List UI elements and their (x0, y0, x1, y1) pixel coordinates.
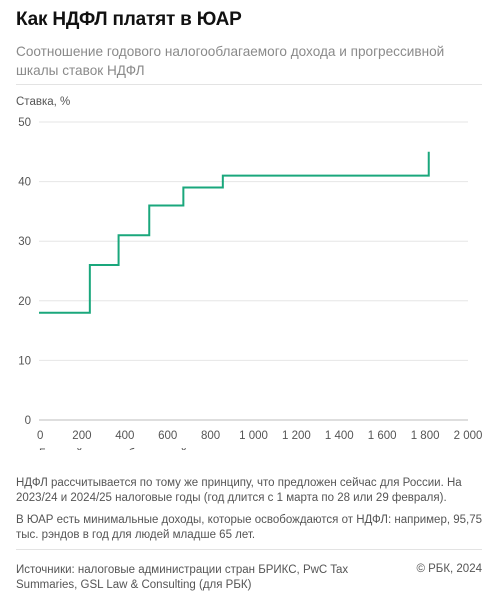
x-tick-label: 1 000 (239, 430, 268, 442)
y-tick-label: 0 (25, 415, 31, 427)
x-tick-label: 0 (37, 430, 43, 442)
y-tick-label: 10 (18, 355, 31, 367)
x-tick-label: 1 600 (368, 430, 397, 442)
y-axis-label: Ставка, % (16, 96, 70, 108)
x-tick-label: 1 200 (282, 430, 311, 442)
copyright-text: © РБК, 2024 (416, 563, 482, 575)
sources-text: Источники: налоговые администрации стран… (16, 564, 349, 591)
y-tick-label: 20 (18, 296, 31, 308)
chart-title: Как НДФЛ платят в ЮАР (16, 9, 242, 30)
footer-divider (16, 549, 482, 550)
note-method: НДФЛ рассчитывается по тому же принципу,… (16, 477, 462, 504)
x-tick-label: 400 (115, 430, 134, 442)
y-tick-label: 40 (18, 177, 31, 189)
note-exemption: В ЮАР есть минимальные доходы, которые о… (16, 514, 483, 541)
x-tick-label: 800 (201, 430, 220, 442)
x-tick-label: 600 (158, 430, 177, 442)
x-tick-label: 1 800 (411, 430, 440, 442)
x-axis-label: Годовой налогооблагаемый доход, тыс. рэн… (39, 448, 291, 450)
y-tick-label: 50 (18, 117, 31, 129)
step-line-chart: Ставка, % 0 10 20 30 40 50 0 200 400 600 800 1 000 1 … (16, 96, 483, 450)
x-tick-label: 1 400 (325, 430, 354, 442)
chart-subtitle: Соотношение годового налогооблагаемого д… (16, 44, 445, 78)
x-tick-label: 200 (72, 430, 91, 442)
x-tick-label: 2 000 (454, 430, 483, 442)
y-tick-label: 30 (18, 236, 31, 248)
header-divider (16, 84, 482, 85)
series-line (39, 151, 430, 314)
